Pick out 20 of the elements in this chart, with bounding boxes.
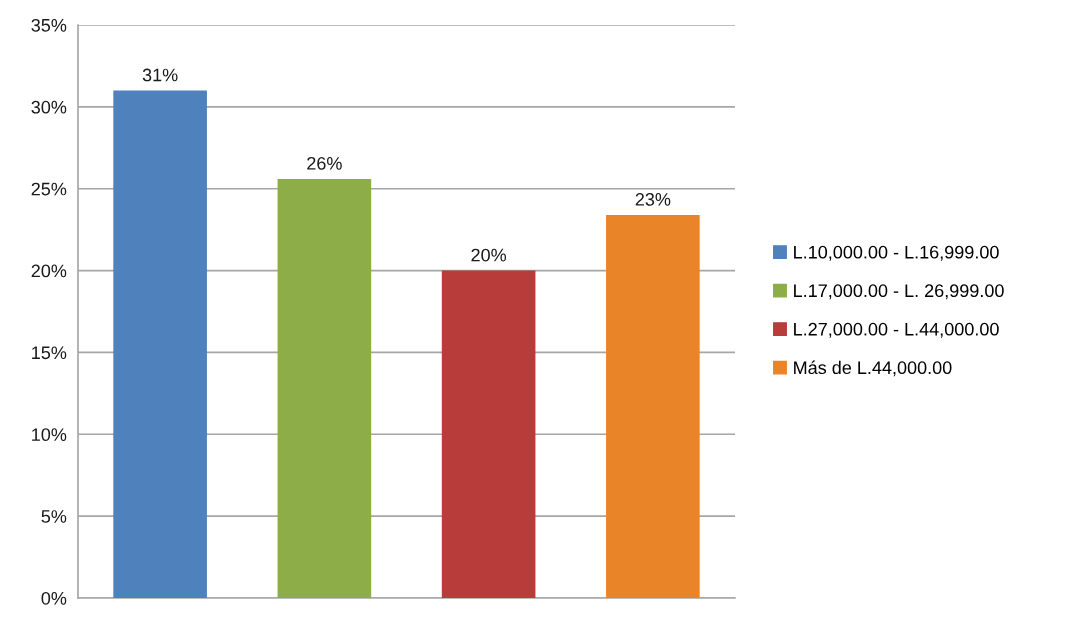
y-tick-label: 15%	[32, 346, 67, 360]
y-tick-label: 5%	[41, 510, 67, 523]
y-tick-label: 10%	[32, 428, 67, 442]
legend-label: L.17,000.00 - L. 26,999.00	[794, 284, 1004, 300]
bar	[606, 214, 700, 598]
y-tick-label: 0%	[41, 591, 67, 605]
bar	[113, 90, 207, 598]
data-label: 20%	[471, 248, 507, 262]
y-tick-label: 35%	[31, 18, 67, 32]
y-tick-label: 25%	[31, 182, 67, 196]
bar	[277, 178, 372, 598]
data-label: 31%	[142, 68, 178, 82]
legend-label: L.27,000.00 - L.44,000.00	[794, 322, 999, 338]
bar	[441, 270, 536, 598]
y-tick-label: 30%	[31, 100, 67, 114]
data-label: 26%	[307, 156, 342, 170]
y-tick-label: 20%	[31, 264, 67, 278]
legend-label: L.10,000.00 - L.16,999.00	[794, 245, 999, 261]
data-label: 23%	[635, 193, 671, 206]
legend-label: Más de L.44,000.00	[794, 360, 952, 377]
